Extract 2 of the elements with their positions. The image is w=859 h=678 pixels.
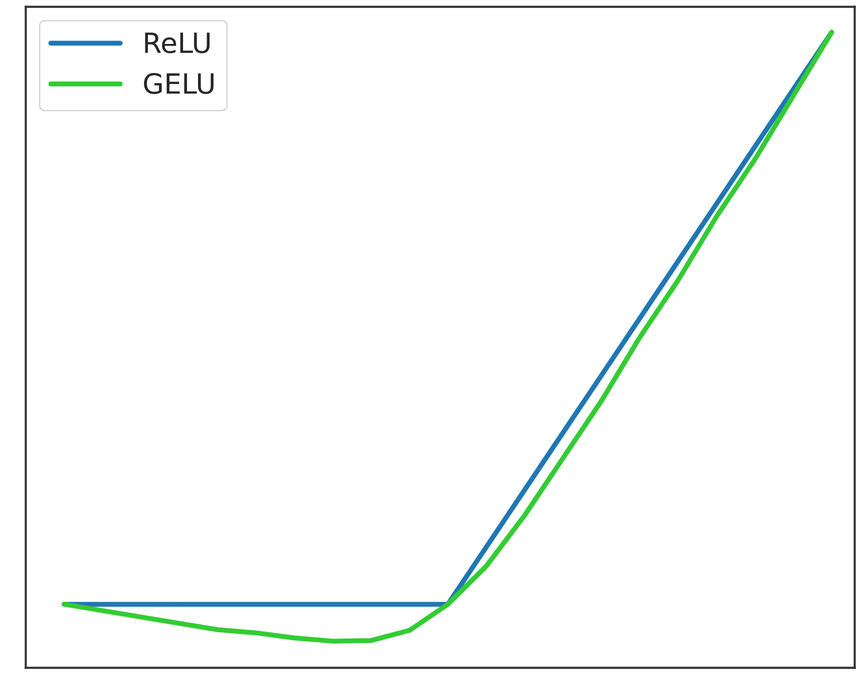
legend-label: ReLU xyxy=(145,32,210,54)
legend-label: GELU xyxy=(144,73,214,94)
